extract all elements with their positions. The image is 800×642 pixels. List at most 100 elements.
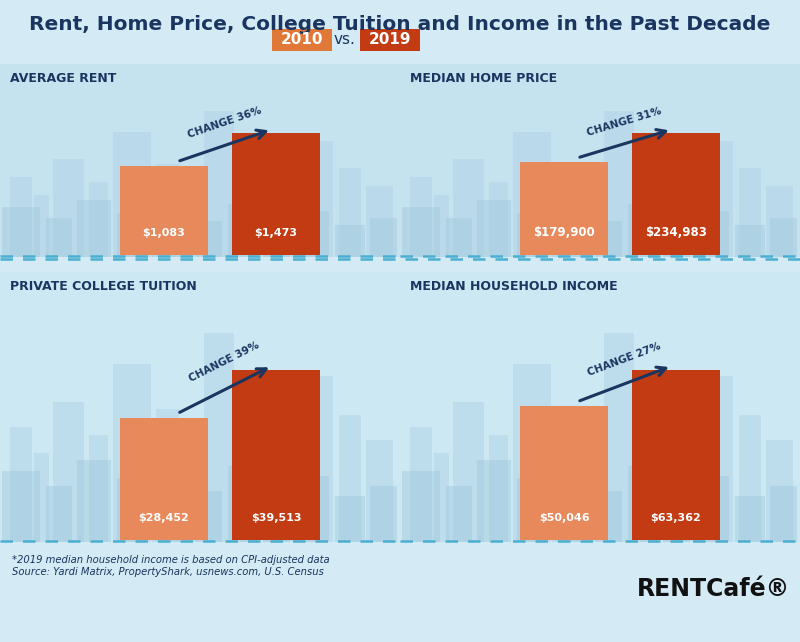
Bar — [263, 218, 290, 257]
Bar — [204, 111, 234, 257]
Bar — [517, 478, 547, 542]
Text: 2019: 2019 — [369, 33, 411, 48]
Bar — [553, 225, 590, 257]
Bar — [78, 460, 111, 542]
Bar — [557, 410, 579, 542]
Bar — [46, 486, 72, 542]
Bar — [663, 218, 690, 257]
Bar — [34, 453, 49, 542]
FancyBboxPatch shape — [360, 29, 420, 51]
Text: vs.: vs. — [333, 33, 355, 48]
Bar — [2, 207, 40, 257]
Bar — [520, 406, 608, 540]
Bar — [240, 389, 258, 542]
Bar — [117, 213, 147, 257]
Bar — [34, 195, 49, 257]
Text: CHANGE 31%: CHANGE 31% — [586, 106, 663, 138]
Bar — [295, 211, 329, 257]
Text: Source: Yardi Matrix, PropertyShark, usnews.com, U.S. Census: Source: Yardi Matrix, PropertyShark, usn… — [12, 567, 324, 577]
Bar — [596, 491, 622, 542]
Text: $39,513: $39,513 — [250, 513, 302, 523]
Bar — [734, 225, 765, 257]
Bar — [228, 204, 258, 257]
Text: $28,452: $28,452 — [138, 513, 190, 523]
Bar — [520, 162, 608, 255]
Bar — [54, 402, 83, 542]
Text: AVERAGE RENT: AVERAGE RENT — [10, 71, 116, 85]
Text: PRIVATE COLLEGE TUITION: PRIVATE COLLEGE TUITION — [10, 279, 197, 293]
Bar — [232, 370, 320, 540]
Text: RENTCafé®: RENTCafé® — [637, 577, 790, 601]
Bar — [454, 402, 483, 542]
Bar — [434, 195, 449, 257]
Bar — [628, 465, 658, 542]
Bar — [184, 445, 199, 542]
Bar — [766, 440, 793, 542]
Bar — [640, 389, 658, 542]
Text: MEDIAN HOME PRICE: MEDIAN HOME PRICE — [410, 71, 557, 85]
Bar — [454, 159, 483, 257]
Bar — [334, 496, 365, 542]
Text: $1,083: $1,083 — [142, 228, 186, 238]
Bar — [695, 211, 729, 257]
Bar — [338, 168, 361, 257]
Bar — [703, 376, 733, 542]
Bar — [153, 496, 190, 542]
Bar — [89, 435, 108, 542]
Bar — [303, 141, 333, 257]
Bar — [517, 213, 547, 257]
Bar — [113, 363, 150, 542]
Bar — [557, 164, 579, 257]
Bar — [663, 486, 690, 542]
Bar — [663, 420, 698, 542]
Bar — [10, 427, 33, 542]
Bar — [402, 471, 440, 542]
Bar — [632, 370, 720, 540]
Bar — [584, 189, 599, 257]
Bar — [703, 141, 733, 257]
Bar — [632, 134, 720, 255]
Bar — [54, 159, 83, 257]
Bar — [10, 177, 33, 257]
Bar — [446, 486, 472, 542]
Bar — [513, 132, 550, 257]
Text: CHANGE 36%: CHANGE 36% — [186, 105, 262, 139]
Text: $50,046: $50,046 — [538, 513, 590, 523]
Bar — [478, 200, 511, 257]
Text: $1,473: $1,473 — [254, 228, 298, 238]
Bar — [766, 186, 793, 257]
Bar — [400, 272, 800, 542]
Bar — [434, 453, 449, 542]
Bar — [196, 491, 222, 542]
Bar — [489, 182, 508, 257]
Bar — [370, 218, 397, 257]
Bar — [513, 363, 550, 542]
Text: $234,983: $234,983 — [645, 227, 707, 239]
Text: Rent, Home Price, College Tuition and Income in the Past Decade: Rent, Home Price, College Tuition and In… — [30, 15, 770, 35]
Bar — [366, 440, 393, 542]
Bar — [338, 415, 361, 542]
Bar — [295, 476, 329, 542]
Bar — [695, 476, 729, 542]
Bar — [366, 186, 393, 257]
Bar — [157, 164, 179, 257]
Bar — [0, 64, 400, 257]
Bar — [120, 417, 208, 540]
Bar — [153, 225, 190, 257]
Bar — [334, 225, 365, 257]
Bar — [400, 64, 800, 257]
Bar — [46, 218, 72, 257]
Bar — [628, 204, 658, 257]
Bar — [263, 171, 298, 257]
Bar — [489, 435, 508, 542]
Bar — [738, 168, 761, 257]
Text: CHANGE 27%: CHANGE 27% — [586, 341, 662, 378]
Bar — [370, 486, 397, 542]
Bar — [478, 460, 511, 542]
Bar — [0, 272, 400, 542]
Bar — [78, 200, 111, 257]
Bar — [263, 420, 298, 542]
Bar — [89, 182, 108, 257]
Bar — [584, 445, 599, 542]
Bar — [120, 166, 208, 255]
